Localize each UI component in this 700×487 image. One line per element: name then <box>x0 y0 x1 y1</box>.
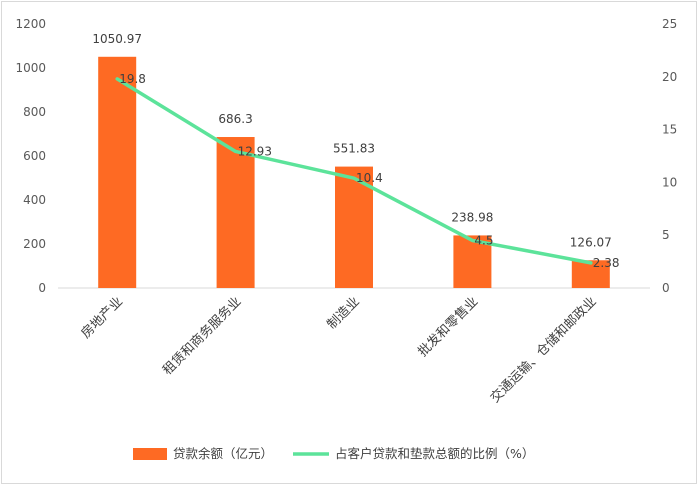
y-left-tick-label: 800 <box>23 105 46 119</box>
bar-data-label: 1050.97 <box>92 32 142 46</box>
category-label: 交通运输、仓储和邮政业 <box>487 294 599 406</box>
line-data-label: 12.93 <box>238 144 272 158</box>
y-right-tick-label: 10 <box>662 175 677 189</box>
category-label: 制造业 <box>325 294 363 332</box>
y-right-tick-label: 5 <box>662 228 670 242</box>
legend-label-line: 占客户贷款和垫款总额的比例（%） <box>335 446 534 461</box>
line-data-label: 10.4 <box>356 171 383 185</box>
bar <box>98 56 137 289</box>
y-left-tick-label: 1200 <box>15 17 46 31</box>
line-data-label: 19.8 <box>119 72 146 86</box>
bar <box>216 137 255 288</box>
bar-data-label: 126.07 <box>570 235 612 249</box>
y-right-tick-label: 0 <box>662 281 670 295</box>
y-right-tick-label: 20 <box>662 70 677 84</box>
legend-label-bar: 贷款余额（亿元） <box>173 446 273 461</box>
line-data-label: 4.5 <box>474 233 493 247</box>
y-left-tick-label: 400 <box>23 193 46 207</box>
bar-data-label: 551.83 <box>333 142 375 156</box>
y-left-tick-label: 200 <box>23 237 46 251</box>
bar-data-label: 238.98 <box>451 210 493 224</box>
bar-data-label: 686.3 <box>218 112 252 126</box>
category-label: 批发和零售业 <box>415 294 481 360</box>
y-left-tick-label: 0 <box>38 281 46 295</box>
y-left-tick-label: 600 <box>23 149 46 163</box>
line-data-label: 2.38 <box>593 256 620 270</box>
category-label: 房地产业 <box>78 294 126 342</box>
legend-swatch-bar <box>133 448 167 460</box>
y-right-tick-label: 25 <box>662 17 677 31</box>
bar <box>335 166 373 288</box>
y-left-tick-label: 1000 <box>15 61 46 75</box>
y-right-tick-label: 15 <box>662 123 677 137</box>
bar <box>571 260 610 288</box>
category-label: 租赁和商务服务业 <box>160 294 245 379</box>
line-series <box>115 77 593 265</box>
